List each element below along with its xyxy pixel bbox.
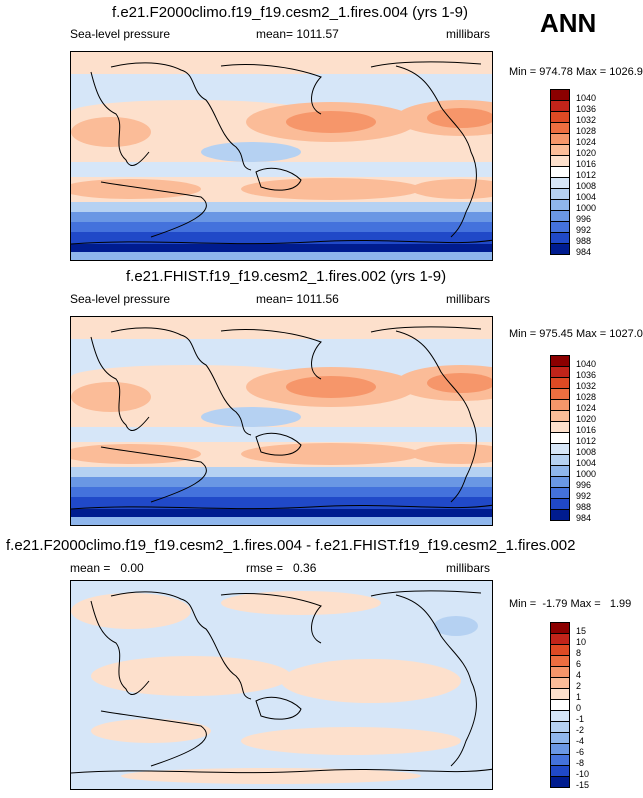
colorbar-tick-label: -6	[576, 746, 585, 757]
panel1-colorbar: 1040 1036 1032 1028 1024 1020 1016 1012 1008 1004…	[550, 89, 596, 257]
colorbar-tick-label: 1020	[576, 147, 597, 158]
panel2-variable-label: Sea-level pressure	[70, 292, 171, 306]
panel3-mean-label: mean = 0.00	[70, 561, 144, 575]
panel3-map-svg	[71, 581, 492, 789]
colorbar-tick-label: 988	[576, 235, 592, 246]
colorbar-tick-label: -8	[576, 757, 585, 768]
colorbar-tick-label: 1008	[576, 180, 597, 191]
colorbar-tick-label: 2	[576, 680, 582, 691]
panel1-map	[70, 51, 493, 261]
colorbar-tick-label: -2	[576, 724, 585, 735]
colorbar-tick-label: 1036	[576, 369, 597, 380]
colorbar-tick-label: 992	[576, 490, 592, 501]
colorbar-tick-label: 1012	[576, 435, 597, 446]
colorbar-tick-label: 1008	[576, 446, 597, 457]
colorbar-tick-label: 1040	[576, 358, 597, 369]
panel1-mean-label: mean= 1011.57	[256, 27, 339, 41]
colorbar-tick-label: 1032	[576, 114, 597, 125]
colorbar-tick-label: 1016	[576, 424, 597, 435]
colorbar-tick-label: -4	[576, 735, 585, 746]
colorbar-tick-label: 1000	[576, 202, 597, 213]
colorbar-tick-label: -1	[576, 713, 585, 724]
panel2-title: f.e21.FHIST.f19_f19.cesm2_1.fires.002 (y…	[126, 268, 447, 285]
colorbar-tick-label: 988	[576, 501, 592, 512]
panel1-minmax: Min = 974.78 Max = 1026.91	[509, 66, 643, 78]
colorbar-tick-label: 1016	[576, 158, 597, 169]
colorbar-tick-label: 1028	[576, 125, 597, 136]
panel1-units-label: millibars	[446, 27, 491, 41]
panel3-map	[70, 580, 493, 790]
colorbar-tick-label: 0	[576, 702, 582, 713]
panel1-variable-label: Sea-level pressure	[70, 27, 171, 41]
colorbar-tick-label: -15	[576, 779, 590, 790]
colorbar-tick-label: 6	[576, 658, 582, 669]
colorbar-tick-label: 996	[576, 213, 592, 224]
colorbar-tick-label: 15	[576, 625, 587, 636]
colorbar-tick-label: 1000	[576, 468, 597, 479]
colorbar-tick-label: 1004	[576, 457, 597, 468]
colorbar-tick-label: 1028	[576, 391, 597, 402]
panel2-units-label: millibars	[446, 292, 491, 306]
colorbar-tick-label: 992	[576, 224, 592, 235]
colorbar-tick-label: -10	[576, 768, 590, 779]
colorbar-tick-label: 1040	[576, 92, 597, 103]
panel3-rmse-label: rmse = 0.36	[246, 561, 317, 575]
panel3-colorbar: 15 10 8 6 4 2 1 0 -1 -2 -4 -6 -8 -10 -15	[550, 622, 589, 790]
panel1-map-svg	[71, 52, 492, 260]
colorbar-tick-label: 1020	[576, 413, 597, 424]
colorbar-tick-label: 1	[576, 691, 582, 702]
panel1-title: f.e21.F2000climo.f19_f19.cesm2_1.fires.0…	[112, 4, 469, 21]
panel2-colorbar: 1040 1036 1032 1028 1024 1020 1016 1012 1008 1004…	[550, 355, 596, 523]
colorbar-cell	[550, 243, 570, 255]
colorbar-tick-label: 8	[576, 647, 582, 658]
panel2-mean-label: mean= 1011.56	[256, 292, 339, 306]
panel2-map-svg	[71, 317, 492, 525]
panel2-map	[70, 316, 493, 526]
panel3-title: f.e21.F2000climo.f19_f19.cesm2_1.fires.0…	[6, 537, 576, 554]
colorbar-tick-label: 1004	[576, 191, 597, 202]
colorbar-tick-label: 10	[576, 636, 587, 647]
colorbar-tick-label: 4	[576, 669, 582, 680]
colorbar-tick-label: 984	[576, 246, 592, 257]
colorbar-tick-label: 1012	[576, 169, 597, 180]
season-label: ANN	[540, 8, 597, 38]
colorbar-tick-label: 1036	[576, 103, 597, 114]
colorbar-tick-label: 984	[576, 512, 592, 523]
panel3-units-label: millibars	[446, 561, 491, 575]
colorbar-cell	[550, 776, 570, 788]
colorbar-tick-label: 996	[576, 479, 592, 490]
panel2-minmax: Min = 975.45 Max = 1027.01	[509, 328, 643, 340]
colorbar-cell	[550, 509, 570, 521]
colorbar-tick-label: 1024	[576, 402, 597, 413]
colorbar-tick-label: 1024	[576, 136, 597, 147]
panel3-minmax: Min = -1.79 Max = 1.99	[509, 598, 632, 610]
colorbar-tick-label: 1032	[576, 380, 597, 391]
